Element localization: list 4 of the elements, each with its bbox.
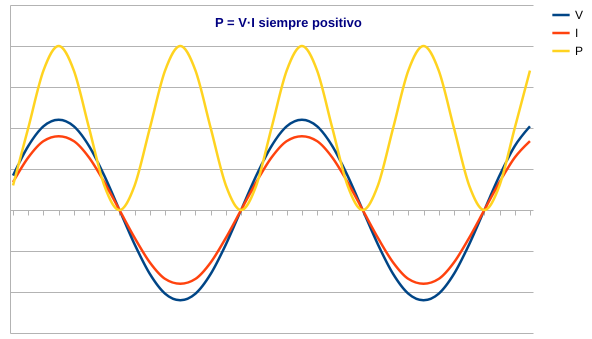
text: P = V·I siempre positivo [215,15,362,30]
legend-label: P [575,44,584,58]
legend-label: I [575,26,578,40]
legend-label: V [575,8,584,22]
